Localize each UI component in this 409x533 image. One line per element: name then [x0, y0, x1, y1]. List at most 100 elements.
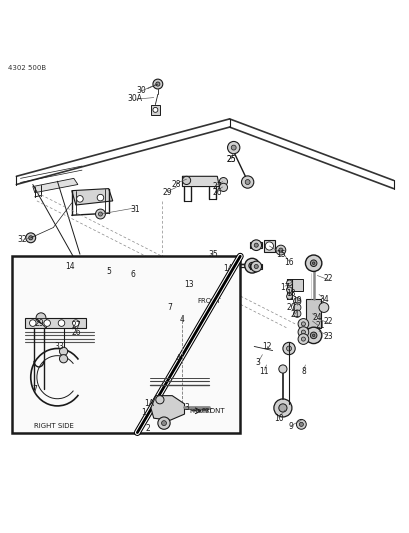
Circle shape — [282, 342, 294, 354]
Circle shape — [161, 421, 166, 425]
Text: 27: 27 — [212, 182, 222, 191]
Circle shape — [296, 419, 306, 429]
Circle shape — [312, 334, 314, 337]
Circle shape — [36, 313, 46, 322]
Circle shape — [153, 79, 162, 89]
Circle shape — [95, 209, 105, 219]
Text: FRONT: FRONT — [197, 298, 220, 304]
Text: 3: 3 — [255, 358, 260, 367]
Polygon shape — [286, 279, 303, 291]
Circle shape — [273, 399, 291, 417]
Text: 22: 22 — [322, 317, 332, 326]
Circle shape — [155, 395, 164, 404]
Circle shape — [59, 354, 67, 363]
Text: 32: 32 — [18, 236, 27, 244]
Circle shape — [245, 180, 249, 184]
Text: 1A: 1A — [144, 399, 154, 408]
Circle shape — [26, 233, 36, 243]
Text: 26: 26 — [71, 328, 81, 337]
Text: 29: 29 — [162, 188, 172, 197]
Circle shape — [68, 264, 71, 268]
Text: 4: 4 — [175, 354, 180, 364]
Circle shape — [301, 322, 305, 326]
Text: 30: 30 — [136, 86, 146, 95]
Text: 27: 27 — [71, 321, 81, 330]
Circle shape — [312, 262, 314, 264]
Circle shape — [286, 280, 292, 286]
Polygon shape — [151, 104, 160, 115]
Circle shape — [248, 262, 255, 269]
Polygon shape — [72, 189, 112, 205]
Circle shape — [250, 261, 261, 272]
Text: 25: 25 — [226, 156, 236, 164]
Circle shape — [244, 259, 259, 273]
Text: 8: 8 — [300, 367, 305, 376]
Circle shape — [297, 334, 308, 344]
Text: 4302 500B: 4302 500B — [8, 65, 46, 71]
Text: 3: 3 — [184, 403, 189, 413]
Circle shape — [299, 422, 303, 426]
Text: 24: 24 — [312, 313, 322, 322]
Circle shape — [310, 332, 316, 338]
Polygon shape — [36, 318, 46, 328]
Circle shape — [250, 240, 261, 251]
Text: 20: 20 — [285, 303, 295, 312]
Circle shape — [293, 304, 300, 311]
Circle shape — [72, 320, 79, 326]
Text: 15: 15 — [275, 249, 285, 259]
Text: 13: 13 — [183, 280, 193, 289]
Circle shape — [29, 236, 33, 240]
Text: 17: 17 — [279, 282, 289, 292]
Text: 21: 21 — [314, 321, 324, 330]
Circle shape — [278, 404, 286, 412]
Circle shape — [157, 417, 170, 429]
Circle shape — [297, 327, 308, 337]
Circle shape — [219, 183, 227, 191]
Polygon shape — [147, 260, 176, 264]
Text: 23: 23 — [322, 332, 332, 341]
Circle shape — [227, 141, 239, 154]
Circle shape — [153, 108, 157, 112]
Circle shape — [44, 320, 50, 326]
Text: 5: 5 — [106, 268, 111, 276]
Circle shape — [29, 320, 36, 326]
Text: FRONT: FRONT — [201, 408, 225, 414]
Circle shape — [58, 320, 65, 326]
Text: 2: 2 — [145, 424, 150, 433]
Circle shape — [305, 255, 321, 271]
Text: 1: 1 — [141, 408, 146, 417]
Polygon shape — [264, 240, 274, 252]
Circle shape — [65, 262, 74, 270]
Circle shape — [265, 242, 273, 250]
Circle shape — [59, 348, 67, 356]
Text: RIGHT SIDE: RIGHT SIDE — [34, 423, 73, 430]
Polygon shape — [306, 300, 320, 328]
Circle shape — [254, 264, 258, 269]
Text: 26: 26 — [212, 188, 222, 197]
Circle shape — [301, 330, 305, 334]
Circle shape — [318, 303, 328, 312]
Text: 7: 7 — [167, 303, 172, 312]
Text: 28: 28 — [171, 180, 181, 189]
Circle shape — [293, 310, 300, 317]
Text: 35: 35 — [208, 249, 218, 259]
Circle shape — [297, 319, 308, 329]
Text: 10: 10 — [273, 414, 283, 423]
Text: 33: 33 — [54, 342, 64, 351]
Text: 29: 29 — [34, 319, 44, 328]
Text: 9: 9 — [288, 422, 293, 431]
Circle shape — [310, 260, 316, 266]
Circle shape — [219, 177, 227, 185]
Text: 34: 34 — [318, 295, 328, 304]
Circle shape — [254, 243, 258, 247]
Circle shape — [275, 245, 285, 255]
Polygon shape — [249, 264, 262, 269]
Text: 7: 7 — [32, 385, 37, 394]
Polygon shape — [249, 242, 262, 248]
Circle shape — [286, 287, 292, 293]
Text: 18: 18 — [285, 289, 295, 297]
Text: 19: 19 — [292, 296, 301, 305]
Polygon shape — [25, 318, 86, 328]
Circle shape — [293, 297, 300, 305]
Circle shape — [97, 195, 103, 201]
